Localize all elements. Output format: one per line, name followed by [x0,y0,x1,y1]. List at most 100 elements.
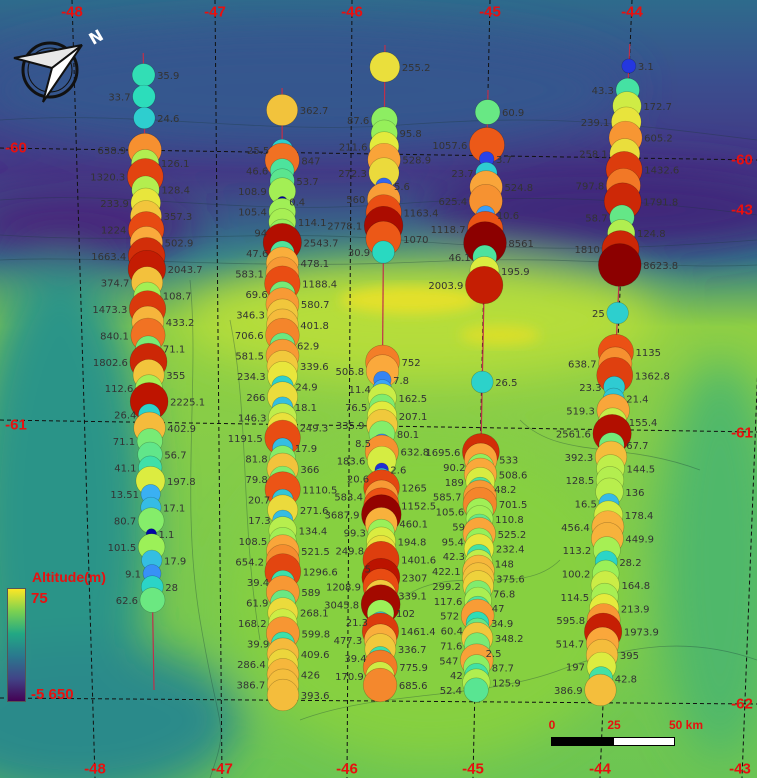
sample-value-label: 2.6 [390,466,406,477]
sample-value-label: 170.9 [335,672,364,683]
sample-value-label: 134.4 [299,526,328,537]
sample-value-label: 28.2 [619,558,641,569]
sample-value-label: 339.6 [300,362,329,373]
transect-3: 255.2 87.6 95.8 211.6 528.9 272.3 5.6 560 1163.4… [324,44,438,703]
sample-value-label: 393.6 [301,691,330,702]
sample-point[interactable] [131,63,156,87]
sample-value-label: 2778.1 [327,222,362,233]
sample-value-label: 194.8 [398,537,427,548]
legend-min: -5 650 [31,686,74,703]
sample-value-label: 42.8 [615,674,637,685]
sample-value-label: 775.9 [399,663,428,674]
sample-point[interactable] [266,94,299,126]
sample-point[interactable] [465,265,504,305]
sample-point[interactable] [132,84,156,109]
sample-value-label: 409.6 [301,650,330,661]
sample-value-label: 422.1 [432,567,461,578]
sample-value-label: 62.6 [116,596,138,607]
sample-value-label: 1320.3 [90,172,125,183]
sample-value-label: 706.6 [235,331,264,342]
sample-value-label: 60.4 [441,627,463,638]
sample-value-label: 99.3 [344,528,366,539]
sample-value-label: 101.5 [108,543,137,554]
sample-value-label: 80.7 [114,517,136,528]
sample-value-label: 583.4 [334,493,363,504]
lon-label-top: -44 [621,3,643,21]
sample-value-label: 172.7 [643,102,672,113]
sample-value-label: 35.9 [157,71,179,82]
sample-point[interactable] [598,243,642,287]
sample-value-label: 39.4 [344,654,366,665]
sample-value-label: 625.4 [439,197,468,208]
sample-value-label: 58.7 [585,213,607,224]
sample-value-label: 336.7 [398,645,427,656]
scale-label-0: 0 [548,718,556,732]
sample-point[interactable] [139,587,166,613]
sample-value-label: 1461.4 [401,627,436,638]
sample-value-label: 1663.4 [91,252,126,263]
transect-5: 3.1 43.3 172.7 239.1 605.2 258.1 1432.6 797.8 17… [554,43,679,707]
sample-point[interactable] [133,106,156,130]
sample-value-label: 2307 [402,573,427,584]
sample-value-label: 595.8 [556,616,585,627]
sample-value-label: 401.8 [300,321,329,332]
sample-value-label: 53.7 [296,177,318,188]
sample-value-label: 1070 [403,235,428,246]
sample-value-label: 2543.7 [303,239,338,250]
sample-point[interactable] [621,58,637,74]
sample-point[interactable] [584,673,617,707]
sample-value-label: 114.5 [560,593,589,604]
sample-point[interactable] [371,240,395,264]
sample-value-label: 60.9 [502,108,524,119]
sample-value-label: 213.9 [621,604,650,615]
sample-value-label: 148 [495,560,514,571]
lat-label-right: -61 [731,424,753,442]
sample-point[interactable] [266,678,300,712]
sample-value-label: 207.1 [399,412,428,423]
sample-value-label: 249.8 [335,546,364,557]
sample-value-label: 1473.3 [92,305,127,316]
lon-label-bottom: -46 [336,760,358,778]
sample-value-label: 17.3 [248,516,270,527]
sample-value-label: 272.3 [338,169,367,180]
sample-value-label: 502.9 [165,239,194,250]
sample-value-label: 599.8 [301,629,330,640]
lon-label-bottom: -45 [462,760,484,778]
sample-point[interactable] [463,677,489,703]
sample-value-label: 395 [620,651,639,662]
sample-value-label: 26.4 [114,411,136,422]
lat-label-right: -60 [731,151,753,169]
sample-point[interactable] [471,370,494,394]
sample-value-label: 20.6 [347,475,369,486]
sample-value-label: 17.1 [163,503,185,514]
sample-value-label: 2.5 [486,649,502,660]
sample-value-label: 508.6 [499,470,528,481]
sample-value-label: 183.6 [337,457,366,468]
sample-point[interactable] [369,51,401,83]
sample-value-label: 62.9 [297,341,319,352]
sample-value-label: 3.1 [638,62,654,73]
sample-value-label: 521.5 [301,547,330,558]
sample-point[interactable] [606,301,629,325]
scale-label-50: 50 km [668,718,704,732]
sample-value-label: 21.3 [346,618,368,629]
sample-value-label: 1057.6 [432,141,467,152]
sample-value-label: 100.2 [562,569,591,580]
sample-value-label: 11.4 [349,385,371,396]
sample-value-label: 572 [440,612,459,623]
lon-label-bottom: -43 [729,760,751,778]
sample-value-label: 52.4 [440,686,462,697]
sample-value-label: 233.9 [100,199,129,210]
sample-value-label: 685.6 [399,681,428,692]
sample-value-label: 525.2 [498,530,527,541]
sample-value-label: 583.1 [235,269,264,280]
transect-4: 60.9 1057.6 3.7 23.7 524.8 625.4 10.6 1118.7 856… [425,89,534,703]
sample-point[interactable] [362,667,398,703]
sample-value-label: 752 [402,358,421,369]
sample-point[interactable] [474,99,501,125]
sample-value-label: 1362.8 [635,371,670,382]
sample-value-label: 701.5 [499,500,528,511]
sample-value-label: 355 [166,371,185,382]
legend-max: 75 [31,590,48,607]
